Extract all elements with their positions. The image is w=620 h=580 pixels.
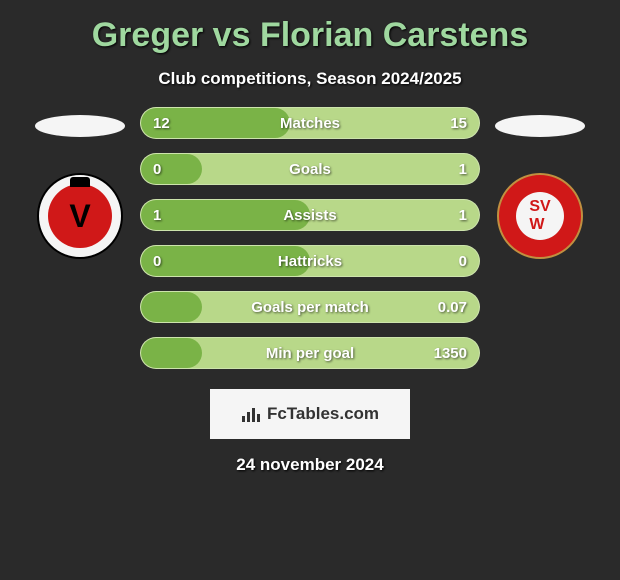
team-badge-right: SVW <box>497 173 583 259</box>
right-side: SVW <box>480 107 600 369</box>
player-photo-placeholder-right <box>495 115 585 137</box>
team-badge-right-text: SVW <box>516 192 564 240</box>
stat-bar: Goals per match0.07 <box>140 291 480 323</box>
stat-bar: 1Assists1 <box>140 199 480 231</box>
stat-label: Matches <box>141 115 479 132</box>
stat-value-right: 1350 <box>434 345 467 362</box>
page-title: Greger vs Florian Carstens <box>0 16 620 55</box>
stat-bar: Min per goal1350 <box>140 337 480 369</box>
stat-label: Goals <box>141 161 479 178</box>
chart-icon <box>241 406 261 422</box>
team-badge-left-letter: V <box>48 184 112 248</box>
left-side: V <box>20 107 140 369</box>
stat-bar: 0Hattricks0 <box>140 245 480 277</box>
stat-label: Assists <box>141 207 479 224</box>
player-photo-placeholder-left <box>35 115 125 137</box>
stat-value-right: 0 <box>459 253 467 270</box>
source-badge: FcTables.com <box>210 389 410 439</box>
stats-bars: 12Matches150Goals11Assists10Hattricks0Go… <box>140 107 480 369</box>
stat-value-right: 0.07 <box>438 299 467 316</box>
team-badge-left: V <box>37 173 123 259</box>
stat-label: Hattricks <box>141 253 479 270</box>
date-label: 24 november 2024 <box>0 455 620 475</box>
stat-bar: 12Matches15 <box>140 107 480 139</box>
stat-label: Goals per match <box>141 299 479 316</box>
stat-value-right: 15 <box>450 115 467 132</box>
source-label: FcTables.com <box>267 404 379 424</box>
content-row: V 12Matches150Goals11Assists10Hattricks0… <box>0 107 620 369</box>
stat-value-right: 1 <box>459 161 467 178</box>
stat-label: Min per goal <box>141 345 479 362</box>
subtitle: Club competitions, Season 2024/2025 <box>0 69 620 89</box>
stat-bar: 0Goals1 <box>140 153 480 185</box>
stat-value-right: 1 <box>459 207 467 224</box>
comparison-card: Greger vs Florian Carstens Club competit… <box>0 0 620 485</box>
